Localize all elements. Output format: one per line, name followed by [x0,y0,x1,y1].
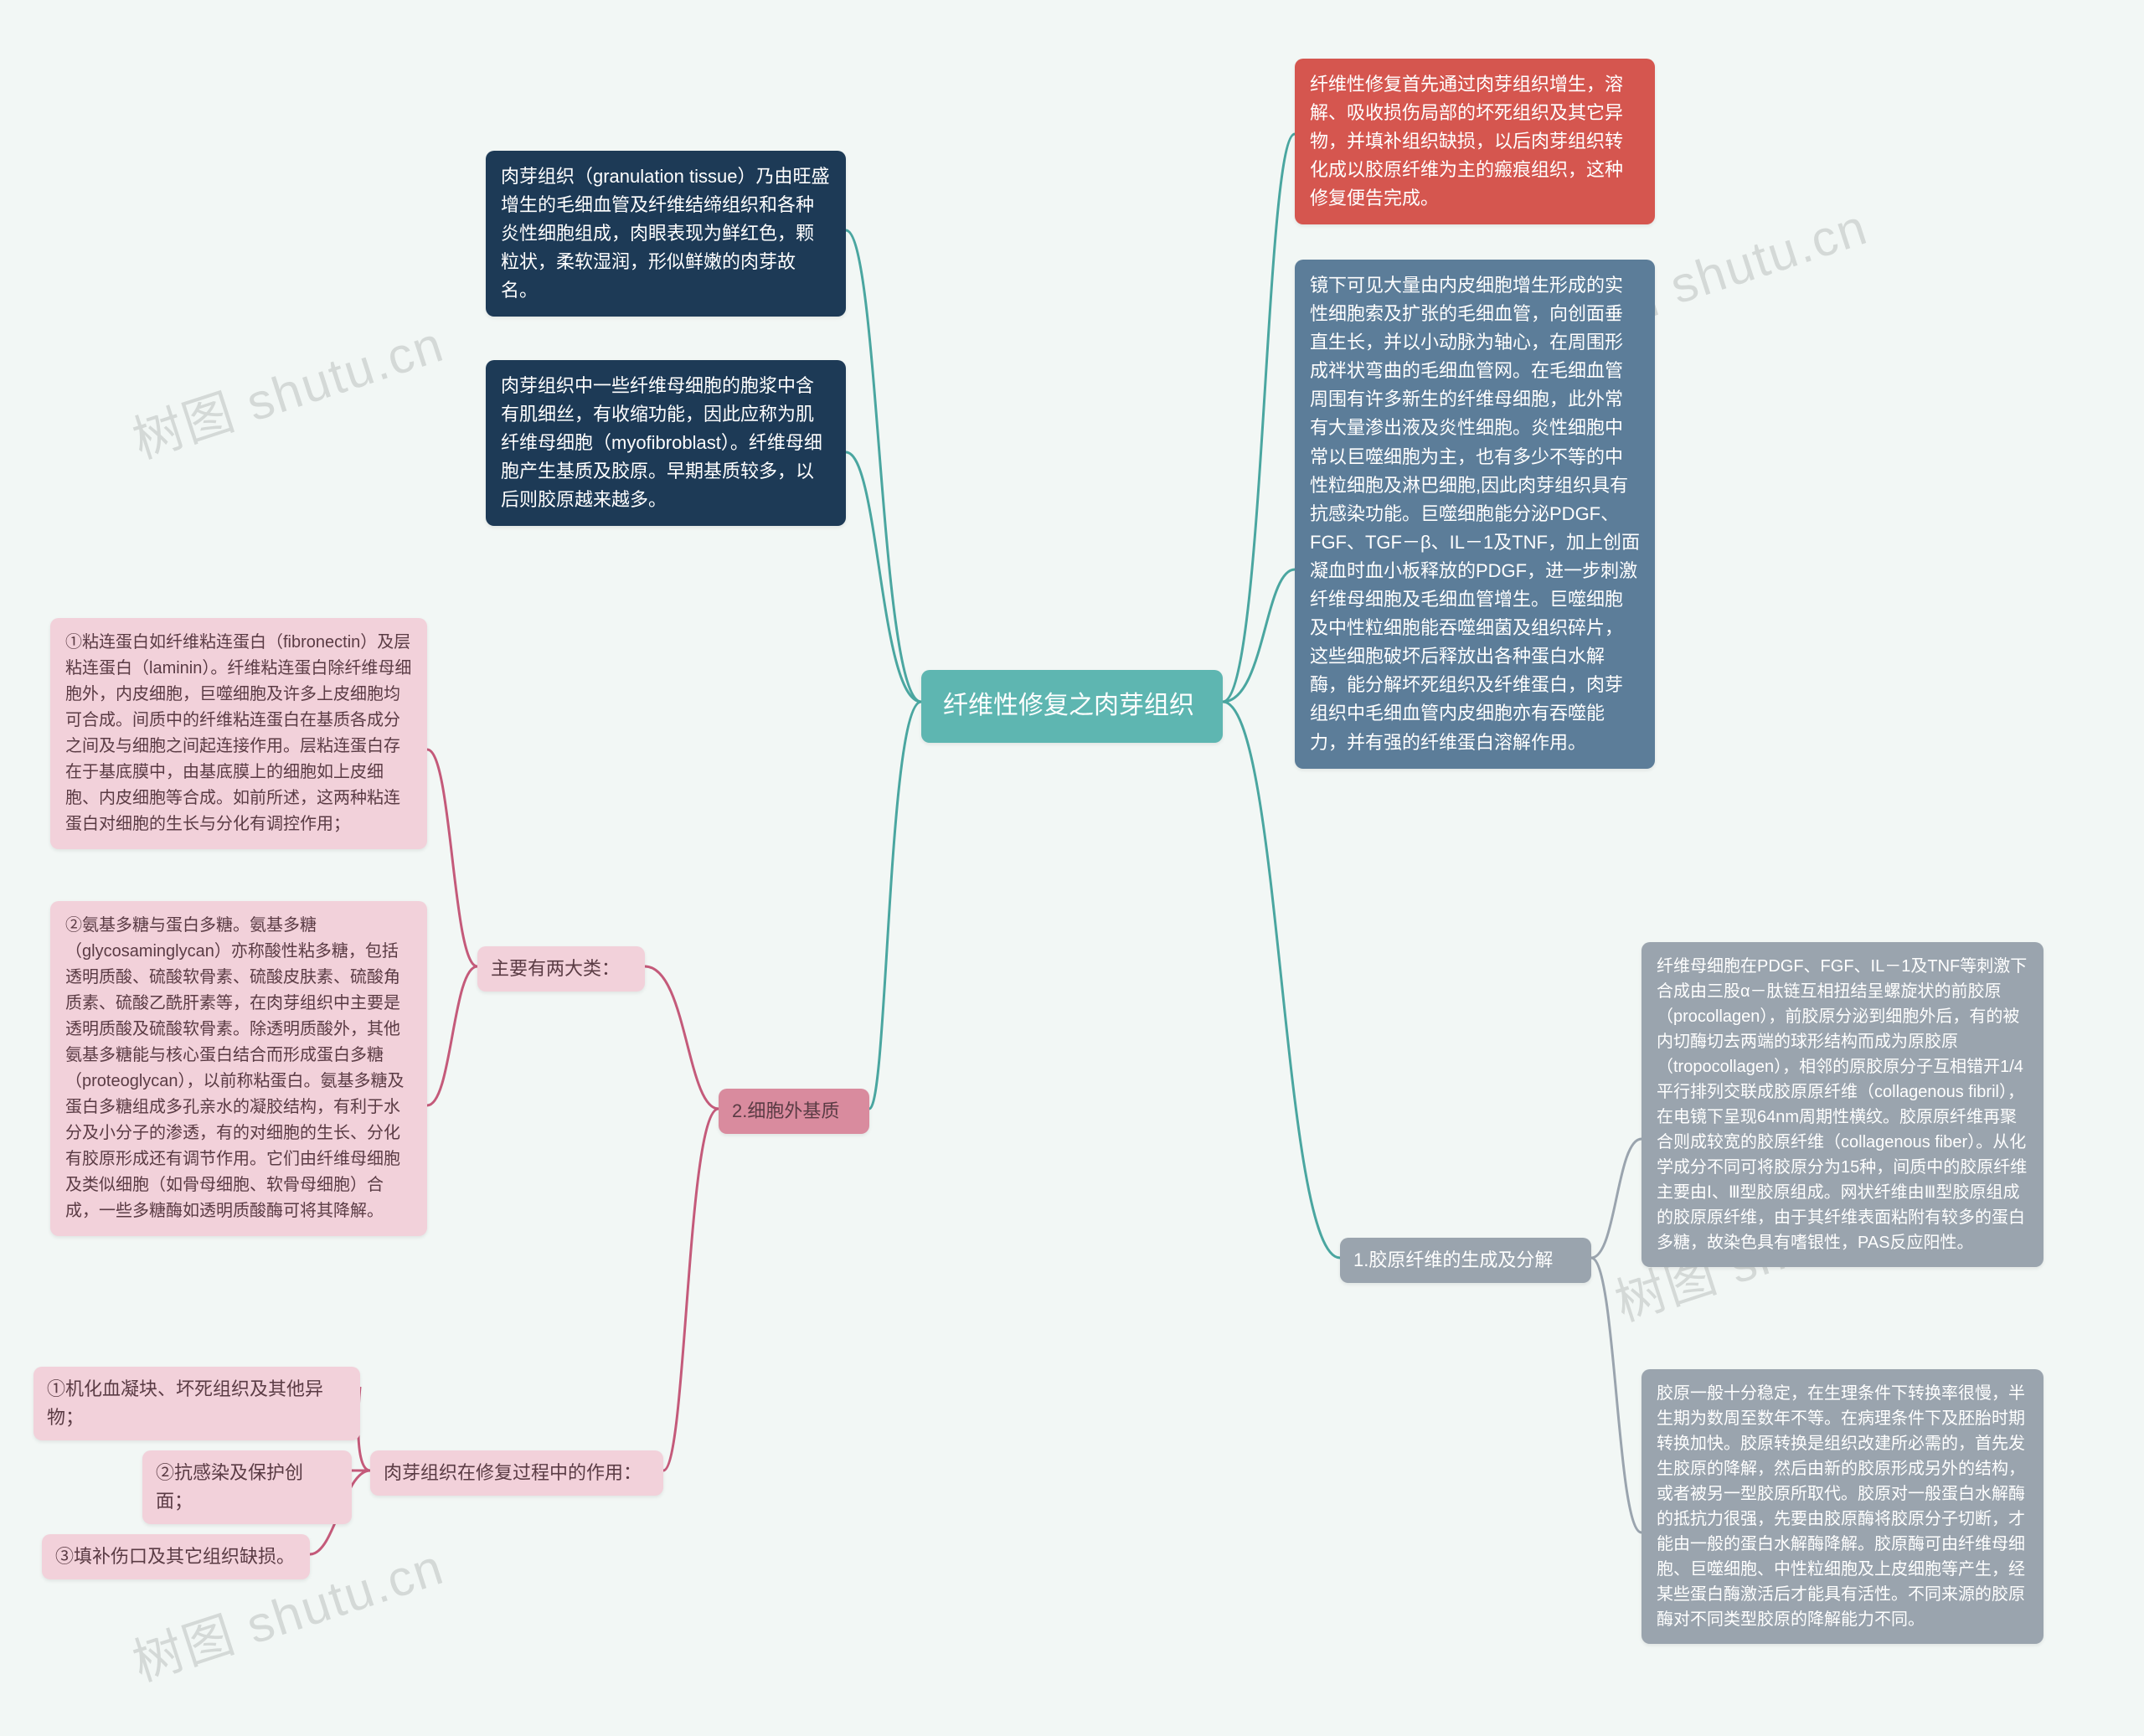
node-myofibroblast: 肉芽组织中一些纤维母细胞的胞浆中含有肌细丝，有收缩功能，因此应称为肌纤维母细胞（… [486,360,846,526]
node-two-types-label: 主要有两大类： [477,946,645,992]
node-adhesion-proteins: ①粘连蛋白如纤维粘连蛋白（fibronectin）及层粘连蛋白（laminin）… [50,618,427,849]
node-role-2: ②抗感染及保护创面； [142,1450,352,1524]
node-granulation-tissue-def: 肉芽组织（granulation tissue）乃由旺盛增生的毛细血管及纤维结缔… [486,151,846,317]
node-role-1: ①机化血凝块、坏死组织及其他异物； [34,1367,360,1440]
node-repair-role-label: 肉芽组织在修复过程中的作用： [370,1450,663,1496]
node-collagen-synthesis: 纤维母细胞在PDGF、FGF、IL－1及TNF等刺激下合成由三股α－肽链互相扭结… [1642,942,2044,1267]
node-microscopy-description: 镜下可见大量由内皮细胞增生形成的实性细胞索及扩张的毛细血管，向创面垂直生长，并以… [1295,260,1655,769]
watermark-1: 树图 shutu.cn [122,304,452,473]
center-node: 纤维性修复之肉芽组织 [921,670,1223,743]
node-collagen-label: 1.胶原纤维的生成及分解 [1340,1238,1591,1283]
node-glycosaminoglycans: ②氨基多糖与蛋白多糖。氨基多糖（glycosaminglycan）亦称酸性粘多糖… [50,901,427,1236]
node-collagen-degradation: 胶原一般十分稳定，在生理条件下转换率很慢，半生期为数周至数年不等。在病理条件下及… [1642,1369,2044,1644]
node-ecm-label: 2.细胞外基质 [719,1089,869,1134]
node-fibrous-repair-summary: 纤维性修复首先通过肉芽组织增生，溶解、吸收损伤局部的坏死组织及其它异物，并填补组… [1295,59,1655,224]
node-role-3: ③填补伤口及其它组织缺损。 [42,1534,310,1579]
